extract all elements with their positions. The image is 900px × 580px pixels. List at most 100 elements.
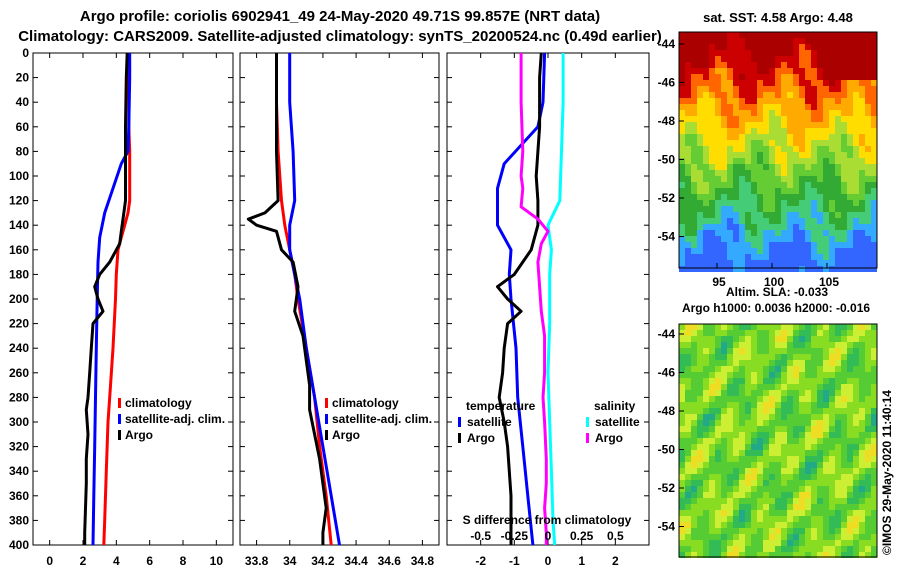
sst-map-cell	[811, 62, 817, 68]
sst-map-cell	[847, 212, 853, 218]
sla-map-cell	[685, 330, 691, 336]
sst-map-cell	[763, 170, 769, 176]
sst-map-cell	[703, 38, 709, 44]
sst-map-cell	[847, 164, 853, 170]
sst-map-cell	[871, 230, 877, 236]
sst-map-cell	[721, 44, 727, 50]
sst-map-cell	[691, 134, 697, 140]
sst-map-cell	[775, 194, 781, 200]
sla-map-cell	[799, 384, 805, 390]
sla-map-cell	[691, 438, 697, 444]
sst-map-cell	[835, 200, 841, 206]
sst-map-cell	[793, 182, 799, 188]
sst-map-cell	[691, 74, 697, 80]
sst-map-cell	[679, 200, 685, 206]
sst-map-cell	[703, 56, 709, 62]
sla-map-cell	[751, 384, 757, 390]
sla-map-cell	[733, 522, 739, 528]
sst-map-cell	[823, 56, 829, 62]
sst-map-cell	[787, 206, 793, 212]
sla-map-cell	[781, 360, 787, 366]
sla-map-cell	[709, 552, 715, 558]
sst-map-cell	[715, 230, 721, 236]
sla-map-cell	[685, 492, 691, 498]
sla-map-cell	[727, 438, 733, 444]
sst-map-cell	[871, 32, 877, 38]
sla-map-cell	[745, 516, 751, 522]
sst-map-cell	[775, 248, 781, 254]
sst-map-cell	[745, 116, 751, 122]
sst-map-cell	[733, 158, 739, 164]
sst-map-cell	[697, 158, 703, 164]
sst-map-cell	[763, 206, 769, 212]
sla-map-cell	[811, 426, 817, 432]
sla-map-cell	[811, 378, 817, 384]
sla-map-cell	[763, 378, 769, 384]
sla-map-cell	[823, 408, 829, 414]
sst-map-cell	[697, 236, 703, 242]
sst-map-cell	[739, 86, 745, 92]
sla-map-cell	[709, 540, 715, 546]
sst-map-cell	[727, 110, 733, 116]
sla-map-cell	[847, 534, 853, 540]
sla-map-cell	[787, 384, 793, 390]
sst-map-cell	[709, 248, 715, 254]
sla-map-cell	[685, 324, 691, 330]
sst-map-cell	[829, 74, 835, 80]
sst-map-cell	[829, 116, 835, 122]
sst-map-cell	[853, 38, 859, 44]
sst-map-frame	[678, 31, 878, 269]
sla-map-cell	[739, 408, 745, 414]
sla-map-cell	[697, 498, 703, 504]
sst-map-cell	[769, 104, 775, 110]
sst-map-cell	[799, 80, 805, 86]
sst-map-cell	[805, 254, 811, 260]
sst-map-cell	[781, 38, 787, 44]
sla-map-cell	[775, 474, 781, 480]
sla-map-cell	[787, 540, 793, 546]
sla-map-cell	[715, 444, 721, 450]
sla-map-cell	[781, 540, 787, 546]
sst-map-cell	[823, 92, 829, 98]
sst-map-cell	[721, 200, 727, 206]
sst-map-cell	[811, 158, 817, 164]
map2-y-tick-label: -48	[658, 404, 676, 418]
sla-map-cell	[739, 348, 745, 354]
sla-map-cell	[739, 522, 745, 528]
sla-map-cell	[757, 510, 763, 516]
sla-map-cell	[691, 336, 697, 342]
sst-map-cell	[769, 200, 775, 206]
sla-map-cell	[835, 408, 841, 414]
sla-map-cell	[739, 336, 745, 342]
diff-series-salinity-argo	[519, 53, 550, 545]
sst-map-cell	[679, 152, 685, 158]
sla-map-cell	[691, 414, 697, 420]
legend-label: satellite	[595, 415, 640, 429]
sst-map-cell	[703, 164, 709, 170]
sla-map-cell	[781, 510, 787, 516]
sla-map-cell	[691, 426, 697, 432]
sla-map-cell	[703, 438, 709, 444]
sla-map-cell	[835, 480, 841, 486]
sst-map-cell	[745, 266, 751, 272]
sst-map-cell	[691, 116, 697, 122]
sst-map-cell	[697, 74, 703, 80]
sla-map-cell	[811, 450, 817, 456]
sst-map-cell	[733, 56, 739, 62]
sst-map-cell	[835, 92, 841, 98]
sla-map-cell	[709, 468, 715, 474]
sst-map-cell	[871, 56, 877, 62]
sla-map-cell	[685, 408, 691, 414]
sst-map-cell	[715, 182, 721, 188]
sst-map-cell	[865, 200, 871, 206]
sla-map-cell	[871, 516, 877, 522]
sst-map-cell	[679, 194, 685, 200]
sla-map-cell	[751, 342, 757, 348]
sst-map-cell	[685, 116, 691, 122]
sst-map-cell	[835, 212, 841, 218]
sst-map-cell	[781, 44, 787, 50]
sst-map-cell	[745, 152, 751, 158]
sst-map-cell	[763, 104, 769, 110]
sla-map-cell	[757, 348, 763, 354]
sla-map-cell	[799, 468, 805, 474]
